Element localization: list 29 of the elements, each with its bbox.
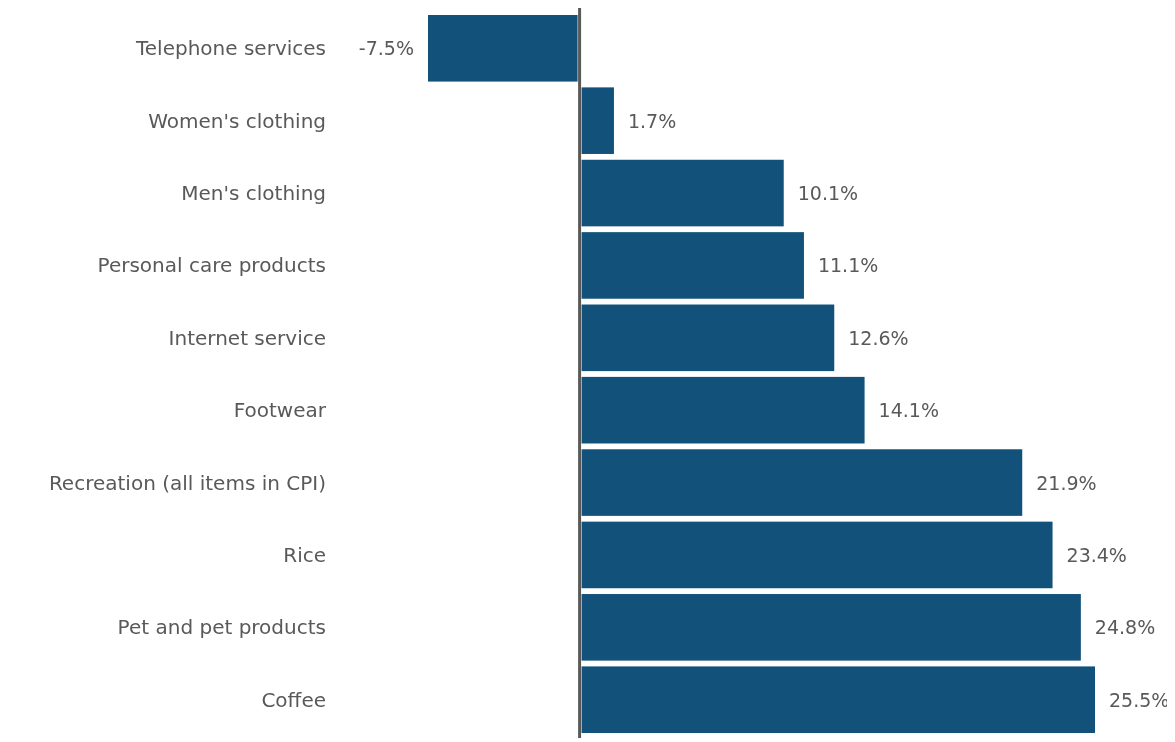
y-tick-label: Internet service bbox=[168, 325, 326, 350]
data-label: 21.9% bbox=[1036, 471, 1097, 494]
bar bbox=[581, 376, 865, 444]
y-tick-label: Pet and pet products bbox=[117, 615, 326, 640]
data-label: 1.7% bbox=[627, 109, 677, 132]
data-label: 10.1% bbox=[797, 182, 859, 205]
y-tick-label: Coffee bbox=[261, 687, 326, 712]
data-label: -7.5% bbox=[358, 37, 414, 60]
data-label: 24.8% bbox=[1094, 616, 1156, 639]
bar bbox=[581, 232, 804, 299]
y-tick-label: Footwear bbox=[233, 398, 327, 423]
y-tick-label: Personal care products bbox=[97, 253, 326, 278]
bar bbox=[581, 159, 784, 227]
bar bbox=[581, 449, 1023, 516]
y-tick-label: Women's clothing bbox=[148, 108, 326, 133]
bar bbox=[581, 594, 1081, 661]
bar bbox=[581, 521, 1053, 589]
bar bbox=[581, 304, 835, 372]
bar bbox=[581, 666, 1095, 733]
data-label: 14.1% bbox=[878, 399, 939, 422]
bar bbox=[581, 87, 614, 154]
y-tick-label: Telephone services bbox=[135, 36, 326, 61]
data-label: 12.6% bbox=[848, 326, 909, 349]
y-tick-label: Rice bbox=[283, 542, 326, 567]
y-tick-label: Recreation (all items in CPI) bbox=[48, 470, 326, 495]
data-label: 23.4% bbox=[1066, 543, 1127, 566]
y-tick-label: Men's clothing bbox=[181, 181, 326, 206]
bar bbox=[428, 15, 578, 82]
data-label: 11.1% bbox=[817, 254, 879, 277]
